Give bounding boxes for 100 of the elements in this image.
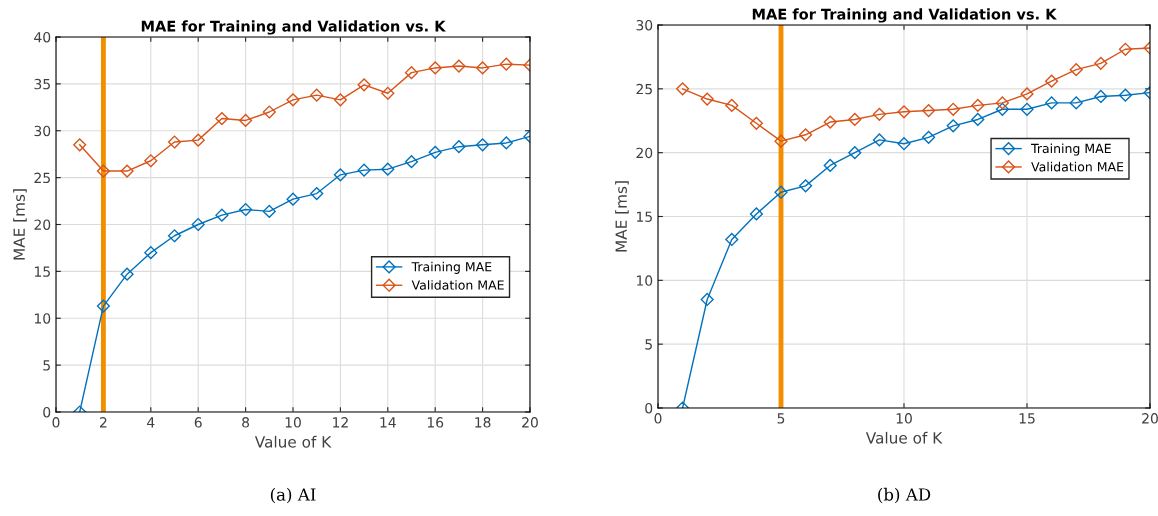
point [262,204,276,218]
y-tick-label: 25 [636,83,652,95]
point [404,66,419,80]
point [725,232,739,247]
x-tick-label: 14 [380,417,396,428]
point [286,93,300,107]
point [191,133,205,147]
legend-label: Validation MAE [411,280,504,290]
y-tick-label: 5 [43,360,50,371]
point [1069,96,1083,110]
chart-title: MAE for Training and Validation vs. K [752,8,1057,23]
point [995,96,1009,110]
x-axis-title: Value of K [254,435,332,448]
point [799,179,813,193]
text: (a) AI [270,487,316,504]
point [215,111,229,126]
y-axis-title: MAE [ms] [615,181,629,252]
point [1045,74,1059,88]
point [357,78,371,92]
point [144,246,158,260]
legend-label: Validation MAE [1031,161,1124,172]
point [922,130,936,144]
x-tick-label: 15 [1019,413,1035,424]
point [1020,87,1034,101]
y-tick-label: 30 [636,19,653,31]
point [310,88,324,102]
point [700,92,714,106]
x-tick-label: 0 [654,413,662,424]
point [96,164,110,178]
x-tick-label: 8 [242,417,250,428]
point [476,138,490,152]
point [1045,96,1059,110]
point [428,145,442,159]
x-tick-label: 16 [427,417,444,428]
point [848,146,862,160]
point [749,207,763,221]
point [262,105,276,119]
y-tick-label: 10 [636,275,653,286]
point [476,61,490,75]
y-axis-title: MAE [ms] [13,189,27,260]
x-tick-label: 10 [896,413,912,424]
point [499,136,513,150]
x-tick-label: 20 [522,417,538,428]
y-tick-label: 15 [34,266,50,277]
x-tick-label: 20 [1142,413,1158,424]
point [848,112,862,127]
legend-label: Training MAE [1031,143,1111,156]
point [995,102,1009,116]
point [428,61,442,75]
point [872,107,886,121]
point [167,229,182,243]
point [799,128,813,142]
legend-label: Training MAE [411,261,492,274]
y-tick-label: 35 [34,78,50,90]
y-tick-label: 15 [636,211,652,222]
point [120,164,134,178]
point [381,162,395,176]
point [357,163,371,177]
x-tick-label: 4 [147,417,155,428]
point [381,86,395,100]
x-tick-label: 6 [194,417,202,428]
point [404,155,419,169]
point [971,98,985,113]
point [215,208,229,222]
point [897,137,911,151]
point [499,57,513,71]
point [1020,102,1034,116]
point [774,134,788,148]
x-tick-label: 2 [100,417,107,428]
point [676,82,690,96]
point [1094,56,1108,70]
point [823,158,837,173]
x-axis-title: Value of K [865,431,943,444]
x-tick-label: 12 [333,417,348,428]
point [946,102,960,116]
point [310,186,324,201]
point [1069,63,1083,77]
point [1118,42,1132,56]
point [1118,88,1132,102]
point [823,115,837,129]
x-tick-label: 5 [777,413,785,424]
point [749,116,763,130]
y-tick-label: 40 [34,31,51,43]
y-tick-label: 25 [34,172,50,184]
point [144,154,158,168]
point [897,105,911,119]
text: (b) AD [878,487,931,504]
x-tick-label: 0 [52,417,60,428]
point [286,192,300,206]
point [872,133,886,147]
x-tick-label: 10 [285,417,301,428]
point [96,299,110,313]
point [700,292,714,307]
point [191,217,205,232]
point [333,93,347,107]
point [774,185,788,199]
y-tick-label: 30 [34,125,51,137]
point [73,138,87,152]
point [452,140,466,154]
point [239,113,253,128]
